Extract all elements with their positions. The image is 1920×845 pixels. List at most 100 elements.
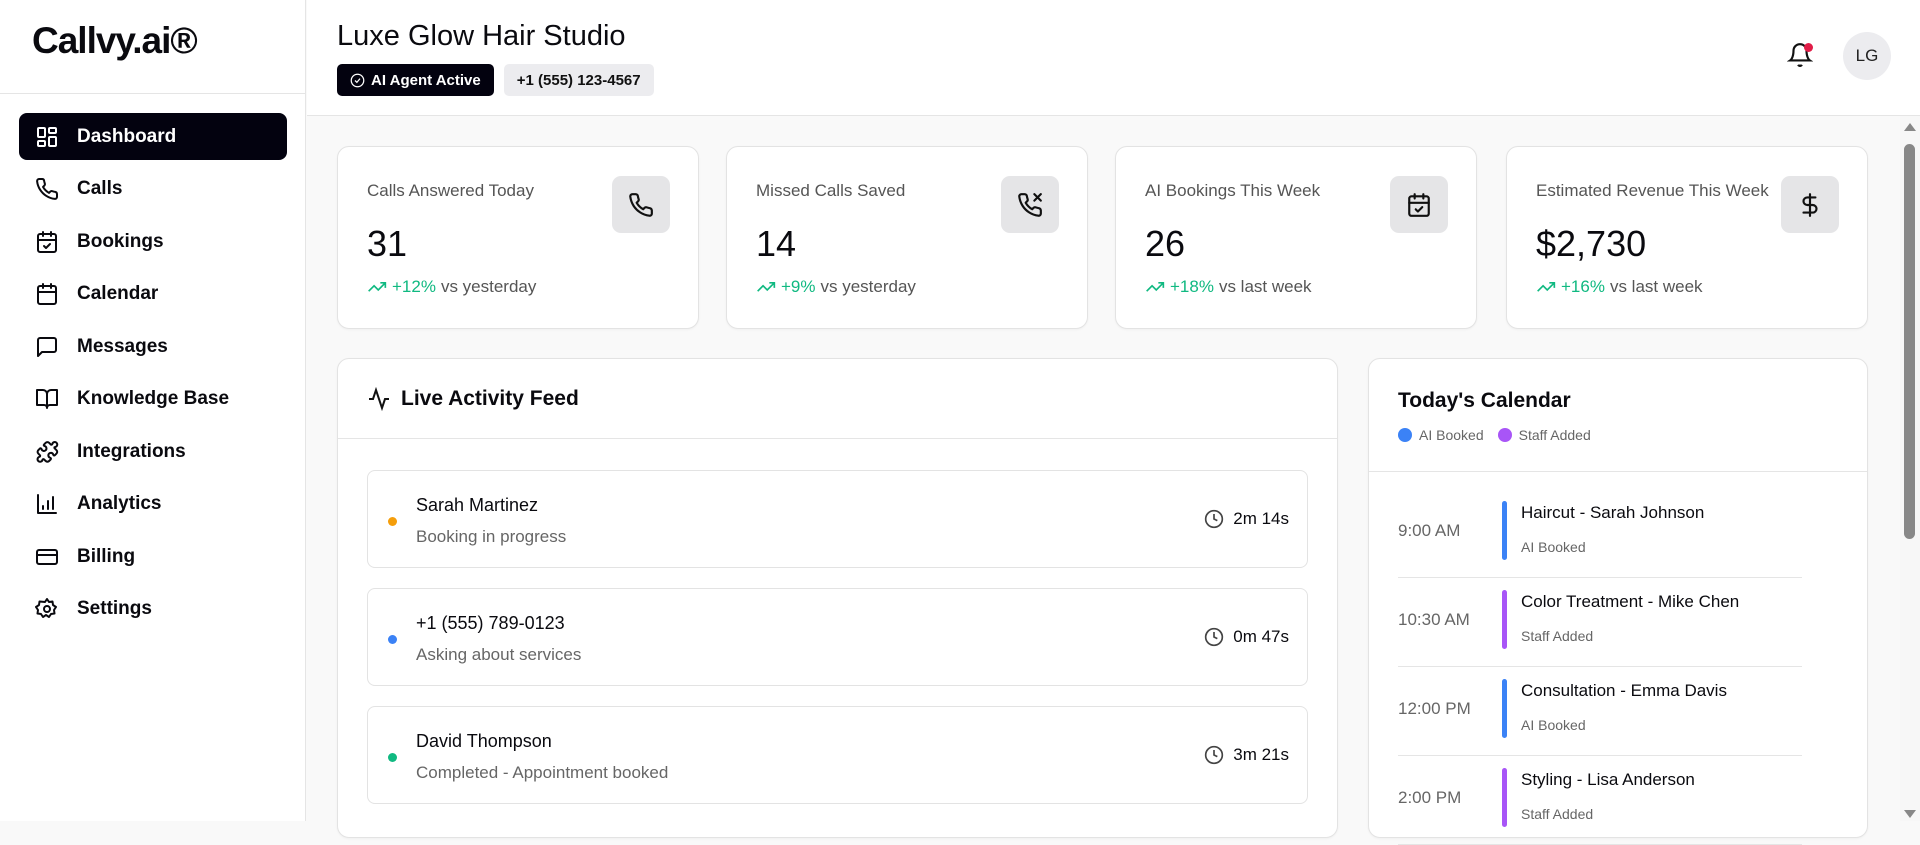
feed-title: Live Activity Feed bbox=[401, 386, 579, 410]
sidebar-item-knowledge-base[interactable]: Knowledge Base bbox=[19, 376, 287, 423]
event-color-bar bbox=[1502, 768, 1507, 827]
scrollbar[interactable] bbox=[1900, 116, 1920, 821]
stat-card: Missed Calls Saved 14 +9% vs yesterday bbox=[726, 146, 1088, 329]
trending-up-icon bbox=[757, 282, 776, 292]
stat-card: AI Bookings This Week 26 +18% vs last wee… bbox=[1115, 146, 1477, 329]
sidebar-item-calendar[interactable]: Calendar bbox=[19, 271, 287, 318]
stat-compare: vs yesterday bbox=[440, 277, 537, 296]
stat-icon-box bbox=[1781, 176, 1839, 233]
legend-dot bbox=[1398, 428, 1412, 442]
stat-compare: vs last week bbox=[1609, 277, 1703, 296]
sidebar-item-messages[interactable]: Messages bbox=[19, 323, 287, 370]
clock-icon bbox=[1205, 509, 1224, 529]
sidebar-item-label: Calendar bbox=[77, 283, 159, 304]
status-dot bbox=[388, 517, 397, 526]
dollar-icon bbox=[1802, 192, 1818, 217]
calendar-event[interactable]: 9:00 AM Haircut - Sarah Johnson AI Booke… bbox=[1398, 489, 1802, 578]
scroll-down-arrow[interactable] bbox=[1904, 810, 1916, 818]
message-icon bbox=[37, 336, 57, 357]
phone-badge: +1 (555) 123-4567 bbox=[503, 64, 654, 96]
event-title: Haircut - Sarah Johnson bbox=[1521, 503, 1705, 522]
sidebar-item-label: Bookings bbox=[77, 230, 164, 252]
list-item[interactable]: Sarah Martinez Booking in progress 2m 14… bbox=[367, 470, 1308, 568]
sidebar-item-dashboard[interactable]: Dashboard bbox=[19, 113, 287, 160]
event-source: Staff Added bbox=[1521, 628, 1594, 644]
sidebar-item-analytics[interactable]: Analytics bbox=[19, 481, 287, 528]
stat-change-value: +16% bbox=[1561, 277, 1605, 296]
stat-change-value: +12% bbox=[392, 277, 436, 296]
sidebar-item-label: Settings bbox=[77, 598, 152, 619]
live-activity-feed: Live Activity Feed Sarah Martinez Bookin… bbox=[337, 358, 1338, 838]
sidebar-item-integrations[interactable]: Integrations bbox=[19, 428, 287, 475]
event-title: Styling - Lisa Anderson bbox=[1521, 770, 1695, 789]
notifications-button[interactable] bbox=[1786, 42, 1815, 70]
caller-name: Sarah Martinez bbox=[416, 495, 539, 515]
event-source: Staff Added bbox=[1521, 806, 1594, 822]
legend-item: AI Booked bbox=[1398, 427, 1484, 443]
clock-icon bbox=[1205, 627, 1224, 647]
legend-item: Staff Added bbox=[1497, 427, 1591, 443]
status-dot bbox=[388, 635, 397, 644]
bell-icon bbox=[1786, 43, 1814, 67]
event-time: 9:00 AM bbox=[1398, 521, 1461, 540]
calendar-check-icon bbox=[37, 230, 57, 253]
sidebar-item-bookings[interactable]: Bookings bbox=[19, 218, 287, 265]
todays-calendar: Today's Calendar AI Booked Staff Added 9:… bbox=[1368, 358, 1868, 845]
credit-card-icon bbox=[36, 548, 58, 565]
sidebar-item-label: Integrations bbox=[77, 440, 186, 462]
call-status: Completed - Appointment booked bbox=[416, 763, 669, 782]
page-title: Luxe Glow Hair Studio bbox=[337, 20, 626, 52]
sidebar-item-label: Knowledge Base bbox=[77, 388, 230, 409]
sidebar-item-settings[interactable]: Settings bbox=[19, 586, 287, 633]
calendar-check-icon bbox=[1408, 192, 1430, 217]
status-badge-label: AI Agent Active bbox=[371, 71, 481, 89]
legend-dot bbox=[1497, 428, 1512, 442]
stat-label: Missed Calls Saved bbox=[756, 181, 906, 200]
status-dot bbox=[388, 753, 397, 762]
call-duration: 0m 47s bbox=[1204, 627, 1289, 647]
calendar-event[interactable]: 10:30 AM Color Treatment - Mike Chen Sta… bbox=[1398, 578, 1802, 667]
sidebar-item-label: Billing bbox=[77, 545, 136, 567]
event-color-bar bbox=[1502, 679, 1507, 738]
event-time: 10:30 AM bbox=[1398, 610, 1470, 629]
stat-change: +18% vs last week bbox=[1145, 277, 1312, 297]
stat-label: Calls Answered Today bbox=[367, 181, 534, 200]
event-time: 2:00 PM bbox=[1398, 788, 1462, 807]
notification-dot bbox=[1804, 43, 1813, 52]
header: Luxe Glow Hair Studio AI Agent Active +1… bbox=[307, 0, 1920, 116]
sidebar-item-billing[interactable]: Billing bbox=[19, 533, 287, 580]
event-title: Consultation - Emma Davis bbox=[1521, 681, 1727, 700]
event-title: Color Treatment - Mike Chen bbox=[1521, 592, 1740, 611]
trending-up-icon bbox=[368, 282, 387, 292]
event-source: AI Booked bbox=[1521, 539, 1586, 555]
avatar[interactable]: LG bbox=[1843, 32, 1891, 80]
event-time: 12:00 PM bbox=[1398, 699, 1471, 718]
clock-icon bbox=[1205, 745, 1224, 765]
list-item[interactable]: +1 (555) 789-0123 Asking about services … bbox=[367, 588, 1308, 686]
stat-card: Calls Answered Today 31 +12% vs yesterday bbox=[337, 146, 699, 329]
scroll-up-arrow[interactable] bbox=[1904, 123, 1916, 131]
event-color-bar bbox=[1502, 501, 1507, 560]
sidebar-item-calls[interactable]: Calls bbox=[19, 166, 287, 213]
stat-label: Estimated Revenue This Week bbox=[1536, 181, 1769, 200]
stat-value: 14 bbox=[756, 223, 797, 264]
scrollbar-thumb[interactable] bbox=[1904, 144, 1915, 539]
activity-icon bbox=[369, 386, 389, 411]
stat-compare: vs last week bbox=[1218, 277, 1312, 296]
caller-name: +1 (555) 789-0123 bbox=[416, 613, 565, 633]
duration-text: 3m 21s bbox=[1233, 745, 1289, 764]
stat-icon-box bbox=[1390, 176, 1448, 233]
phone-icon bbox=[629, 192, 653, 217]
trending-up-icon bbox=[1537, 282, 1556, 292]
list-item[interactable]: David Thompson Completed - Appointment b… bbox=[367, 706, 1308, 804]
calendar-event[interactable]: 2:00 PM Styling - Lisa Anderson Staff Ad… bbox=[1398, 756, 1802, 845]
stat-change-value: +18% bbox=[1170, 277, 1214, 296]
stat-change: +16% vs last week bbox=[1536, 277, 1703, 297]
calendar-event[interactable]: 12:00 PM Consultation - Emma Davis AI Bo… bbox=[1398, 667, 1802, 756]
sidebar-item-label: Calls bbox=[77, 178, 123, 199]
divider bbox=[1369, 471, 1867, 472]
sidebar-item-label: Dashboard bbox=[77, 125, 177, 147]
call-duration: 2m 14s bbox=[1204, 509, 1289, 529]
stat-change: +9% vs yesterday bbox=[756, 277, 916, 297]
phone-missed-icon bbox=[1018, 192, 1042, 217]
